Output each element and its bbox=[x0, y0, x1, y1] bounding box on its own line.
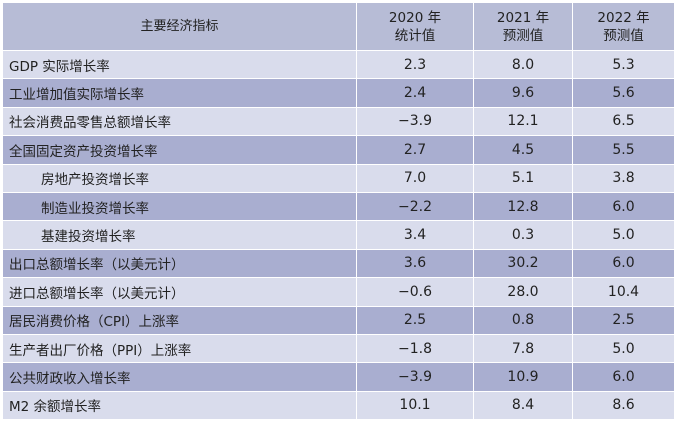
value-cell-2020: −3.9 bbox=[356, 106, 474, 137]
value-cell-2021: 5.1 bbox=[473, 163, 573, 193]
value-cell-2022: 6.0 bbox=[572, 191, 675, 222]
table-row: 居民消费价格（CPI）上涨率 2.5 0.8 2.5 bbox=[2, 305, 675, 335]
indicator-name-cell: M2 余额增长率 bbox=[2, 390, 357, 421]
value-cell-2021: 10.9 bbox=[473, 362, 573, 392]
header-2021-year: 2021 年 bbox=[496, 9, 550, 26]
value-cell-2021: 12.1 bbox=[473, 106, 573, 137]
value-cell-2022: 6.5 bbox=[572, 106, 675, 137]
table-row: 出口总额增长率（以美元计） 3.6 30.2 6.0 bbox=[2, 248, 675, 279]
value-cell-2021: 30.2 bbox=[473, 248, 573, 279]
table-row: 基建投资增长率 3.4 0.3 5.0 bbox=[2, 220, 675, 250]
header-indicator: 主要经济指标 bbox=[2, 2, 357, 51]
value-cell-2021: 12.8 bbox=[473, 191, 573, 222]
indicator-name-cell: 出口总额增长率（以美元计） bbox=[2, 248, 357, 279]
value-cell-2021: 7.8 bbox=[473, 333, 573, 364]
indicator-name-cell: 进口总额增长率（以美元计） bbox=[2, 277, 357, 307]
indicator-name-cell: 公共财政收入增长率 bbox=[2, 362, 357, 392]
value-cell-2022: 5.6 bbox=[572, 78, 675, 108]
indicator-name-cell: 制造业投资增长率 bbox=[2, 191, 357, 222]
indicator-name-cell: 社会消费品零售总额增长率 bbox=[2, 106, 357, 137]
value-cell-2020: 10.1 bbox=[356, 390, 474, 421]
table-row: GDP 实际增长率 2.3 8.0 5.3 bbox=[2, 49, 675, 80]
value-cell-2021: 8.4 bbox=[473, 390, 573, 421]
value-cell-2022: 5.3 bbox=[572, 49, 675, 80]
indicator-name-cell: 工业增加值实际增长率 bbox=[2, 78, 357, 108]
table-row: 进口总额增长率（以美元计） −0.6 28.0 10.4 bbox=[2, 277, 675, 307]
table-row: M2 余额增长率 10.1 8.4 8.6 bbox=[2, 390, 675, 421]
table-header: 主要经济指标 2020 年 统计值 2021 年 预测值 2022 年 预测值 bbox=[2, 2, 675, 51]
indicator-name-cell: 生产者出厂价格（PPI）上涨率 bbox=[2, 333, 357, 364]
value-cell-2022: 5.0 bbox=[572, 333, 675, 364]
table-row: 工业增加值实际增长率 2.4 9.6 5.6 bbox=[2, 78, 675, 108]
table-row: 全国固定资产投资增长率 2.7 4.5 5.5 bbox=[2, 135, 675, 165]
header-2020: 2020 年 统计值 bbox=[356, 2, 474, 51]
indicator-name-cell: 全国固定资产投资增长率 bbox=[2, 135, 357, 165]
value-cell-2022: 6.0 bbox=[572, 362, 675, 392]
indicator-name-cell: 房地产投资增长率 bbox=[2, 163, 357, 193]
value-cell-2020: 7.0 bbox=[356, 163, 474, 193]
value-cell-2020: −2.2 bbox=[356, 191, 474, 222]
header-row: 主要经济指标 2020 年 统计值 2021 年 预测值 2022 年 预测值 bbox=[2, 2, 675, 51]
header-2020-year: 2020 年 bbox=[388, 9, 442, 26]
table-row: 房地产投资增长率 7.0 5.1 3.8 bbox=[2, 163, 675, 193]
header-2021: 2021 年 预测值 bbox=[473, 2, 573, 51]
value-cell-2020: 3.4 bbox=[356, 220, 474, 250]
indicator-name-cell: 基建投资增长率 bbox=[2, 220, 357, 250]
table-row: 生产者出厂价格（PPI）上涨率 −1.8 7.8 5.0 bbox=[2, 333, 675, 364]
value-cell-2020: 2.7 bbox=[356, 135, 474, 165]
value-cell-2022: 5.0 bbox=[572, 220, 675, 250]
header-2022-type: 预测值 bbox=[603, 27, 644, 44]
value-cell-2020: 2.5 bbox=[356, 305, 474, 335]
value-cell-2020: 2.3 bbox=[356, 49, 474, 80]
table-row: 社会消费品零售总额增长率 −3.9 12.1 6.5 bbox=[2, 106, 675, 137]
value-cell-2020: 2.4 bbox=[356, 78, 474, 108]
table-body: GDP 实际增长率 2.3 8.0 5.3 工业增加值实际增长率 2.4 9.6 5.6 社会消… bbox=[2, 49, 675, 421]
header-2022-year: 2022 年 bbox=[597, 9, 650, 26]
header-2022: 2022 年 预测值 bbox=[572, 2, 675, 51]
economic-indicators-table: 主要经济指标 2020 年 统计值 2021 年 预测值 2022 年 预测值 … bbox=[2, 2, 675, 421]
table-row: 制造业投资增长率 −2.2 12.8 6.0 bbox=[2, 191, 675, 222]
header-2020-type: 统计值 bbox=[394, 27, 436, 44]
table-row: 公共财政收入增长率 −3.9 10.9 6.0 bbox=[2, 362, 675, 392]
value-cell-2021: 0.3 bbox=[473, 220, 573, 250]
value-cell-2020: 3.6 bbox=[356, 248, 474, 279]
indicator-name-cell: 居民消费价格（CPI）上涨率 bbox=[2, 305, 357, 335]
value-cell-2020: −0.6 bbox=[356, 277, 474, 307]
value-cell-2022: 6.0 bbox=[572, 248, 675, 279]
value-cell-2021: 9.6 bbox=[473, 78, 573, 108]
value-cell-2022: 5.5 bbox=[572, 135, 675, 165]
value-cell-2022: 2.5 bbox=[572, 305, 675, 335]
value-cell-2022: 3.8 bbox=[572, 163, 675, 193]
value-cell-2021: 8.0 bbox=[473, 49, 573, 80]
header-2021-type: 预测值 bbox=[502, 27, 544, 44]
value-cell-2020: −1.8 bbox=[356, 333, 474, 364]
value-cell-2021: 28.0 bbox=[473, 277, 573, 307]
indicator-name-cell: GDP 实际增长率 bbox=[2, 49, 357, 80]
value-cell-2021: 4.5 bbox=[473, 135, 573, 165]
value-cell-2020: −3.9 bbox=[356, 362, 474, 392]
value-cell-2021: 0.8 bbox=[473, 305, 573, 335]
value-cell-2022: 10.4 bbox=[572, 277, 675, 307]
value-cell-2022: 8.6 bbox=[572, 390, 675, 421]
